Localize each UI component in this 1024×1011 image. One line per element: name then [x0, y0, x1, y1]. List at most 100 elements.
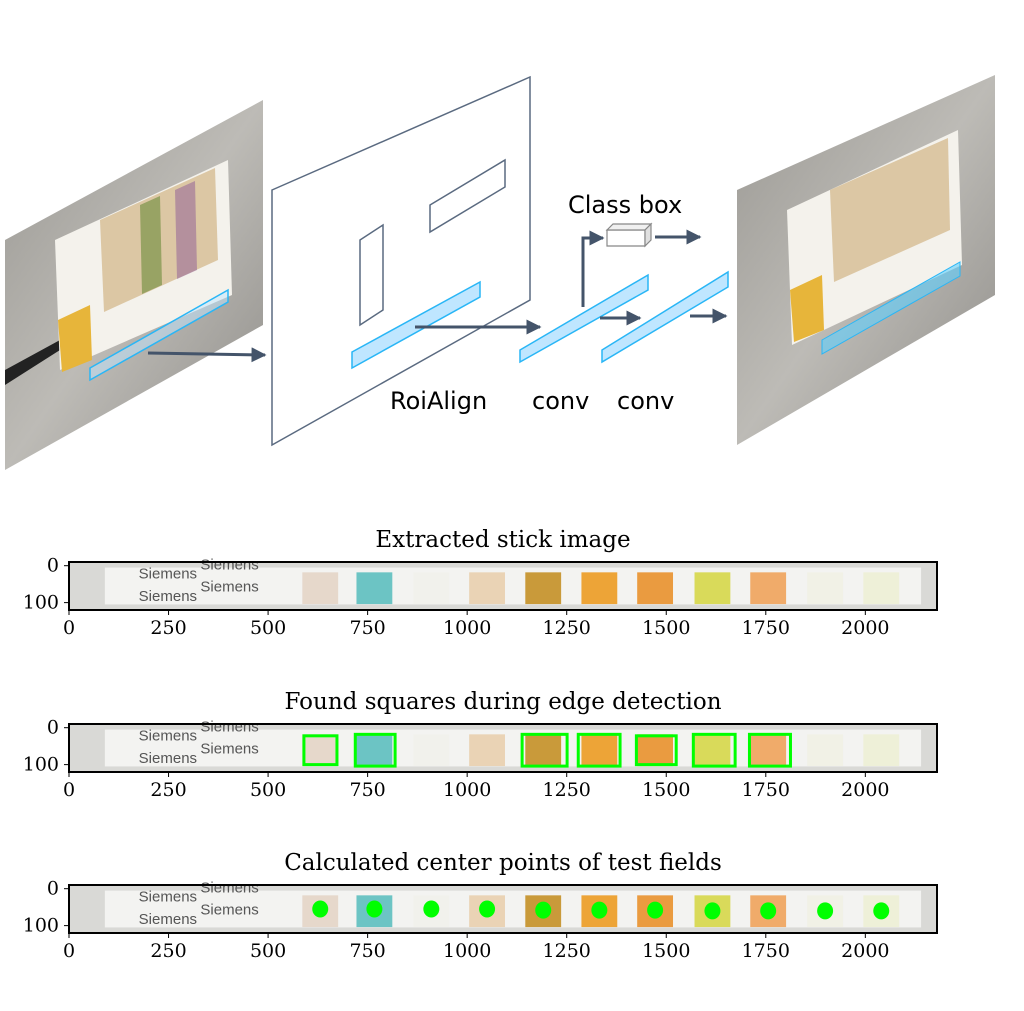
x-tick-label: 1750: [742, 779, 790, 801]
test-pad: [469, 734, 505, 767]
x-tick-label: 1000: [443, 940, 491, 962]
found-square: [520, 732, 569, 768]
test-pad: [863, 572, 900, 605]
strip-brand-text: Siemens: [200, 879, 258, 896]
test-pad: [694, 734, 731, 767]
y-tick-label: 100: [23, 754, 59, 776]
strip-brand-text: Siemens: [200, 556, 258, 573]
center-point: [873, 902, 890, 920]
test-pad: [694, 572, 731, 605]
strip-brand-text: Siemens: [139, 588, 197, 605]
test-pad: [750, 572, 787, 605]
strip-brand-text: Siemens: [200, 579, 258, 596]
strip-brand-text: Siemens: [139, 750, 197, 767]
center-point: [366, 900, 383, 918]
x-tick-label: 0: [63, 617, 75, 639]
input-photo: [5, 100, 263, 470]
conv-layer-2: [601, 270, 729, 364]
arrow-icon: [581, 230, 605, 307]
color-swatches: [100, 168, 218, 312]
test-pad: [469, 572, 505, 605]
conv-layer-1: [519, 273, 649, 364]
plot-title: Extracted stick image: [375, 527, 630, 553]
test-pad: [581, 734, 618, 767]
test-pad: [413, 734, 450, 767]
center-point: [535, 901, 552, 919]
x-tick-label: 750: [349, 617, 385, 639]
found-square: [747, 732, 792, 768]
x-tick-label: 0: [63, 940, 75, 962]
output-photo: [737, 75, 995, 445]
plot-2: Found squares during edge detection Sieme…: [23, 689, 938, 801]
y-tick-label: 0: [47, 555, 59, 577]
test-pad: [581, 572, 618, 605]
test-pad: [637, 572, 674, 605]
test-pad: [525, 572, 562, 605]
center-point: [312, 900, 329, 918]
found-square: [691, 732, 737, 768]
center-point: [479, 900, 496, 918]
test-pad: [750, 734, 787, 767]
x-tick-label: 1250: [543, 940, 591, 962]
center-point: [591, 901, 608, 919]
x-tick-label: 1500: [642, 779, 690, 801]
center-point: [704, 902, 721, 920]
found-square: [576, 732, 622, 768]
x-tick-label: 750: [349, 940, 385, 962]
y-tick-label: 0: [47, 717, 59, 739]
x-tick-label: 250: [150, 779, 186, 801]
plot-3: Calculated center points of test fields S…: [23, 850, 938, 962]
conv-label-2: conv: [617, 387, 674, 415]
center-point: [423, 900, 440, 918]
x-tick-label: 500: [250, 940, 286, 962]
x-tick-label: 750: [349, 779, 385, 801]
strip-brand-text: Siemens: [200, 718, 258, 735]
found-square: [302, 734, 339, 767]
found-square: [353, 732, 397, 768]
x-tick-label: 1000: [443, 617, 491, 639]
roi-box: [351, 280, 481, 370]
center-point: [647, 901, 664, 919]
plot-frame: [68, 561, 938, 611]
plot-1: Extracted stick imageSiemensSiemensSieme…: [23, 527, 938, 639]
test-pad: [302, 734, 339, 767]
x-tick-label: 2000: [841, 617, 889, 639]
test-pad: [356, 734, 393, 767]
center-point: [817, 902, 834, 920]
strip-brand-text: Siemens: [139, 889, 197, 906]
plot-frame: [68, 723, 938, 773]
x-tick-label: 1750: [742, 617, 790, 639]
x-tick-label: 500: [250, 617, 286, 639]
test-pad: [863, 734, 900, 767]
x-tick-label: 1000: [443, 779, 491, 801]
strip-brand-text: Siemens: [139, 728, 197, 745]
roi-box-input: [89, 288, 229, 382]
test-pad: [807, 734, 844, 767]
x-tick-label: 1250: [543, 617, 591, 639]
class-box-icon: [605, 222, 653, 248]
feature-map-plane: [271, 75, 531, 447]
conv-label-1: conv: [532, 387, 589, 415]
plot-title: Found squares during edge detection: [284, 689, 721, 715]
strip-brand-text: Siemens: [139, 566, 197, 583]
test-pad: [356, 572, 393, 605]
strip-brand-text: Siemens: [200, 741, 258, 758]
x-tick-label: 0: [63, 779, 75, 801]
y-tick-label: 0: [47, 878, 59, 900]
x-tick-label: 2000: [841, 940, 889, 962]
strip-brand-text: Siemens: [200, 902, 258, 919]
proposal-box: [359, 223, 384, 327]
center-point: [760, 902, 777, 920]
plot-title: Calculated center points of test fields: [284, 850, 722, 876]
roialign-label: RoiAlign: [390, 387, 487, 415]
x-tick-label: 2000: [841, 779, 889, 801]
x-tick-label: 500: [250, 779, 286, 801]
arrow-icon: [147, 347, 267, 363]
test-pad: [807, 572, 844, 605]
strip-brand-text: Siemens: [139, 911, 197, 928]
plot-frame: [68, 884, 938, 934]
x-tick-label: 1750: [742, 940, 790, 962]
detected-strip-mask: [821, 261, 961, 355]
x-tick-label: 1500: [642, 940, 690, 962]
